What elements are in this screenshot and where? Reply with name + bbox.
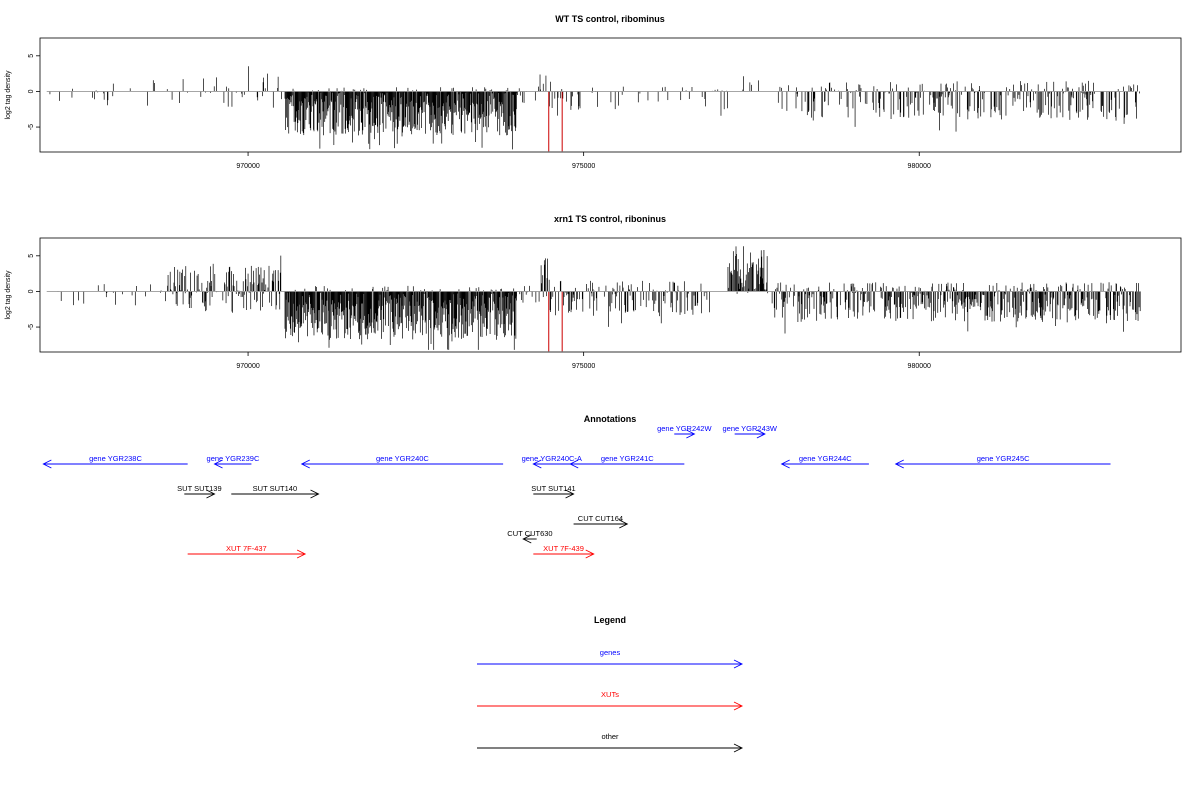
x-tick-label: 975000 [572,163,595,170]
feature-label: CUT CUT630 [507,529,552,538]
arrowhead [213,459,223,469]
arrowhead [42,459,52,469]
legend-label: genes [600,648,621,657]
annotation-feature: gene YGR244C [780,454,869,469]
arrowhead [585,549,595,559]
feature-label: gene YGR242W [657,424,712,433]
panel-xrn1-axes: -5 0 5 970000 975000 980000 [28,254,1135,370]
panel-wt-ylabel: log2 tag density [5,70,12,120]
annotation-feature: SUT SUT141 [531,484,576,499]
x-tick-label: 980000 [908,363,931,370]
legend-label: XUTs [601,690,619,699]
annotation-feature: gene YGR240C [300,454,504,469]
y-tick-label: 5 [28,254,35,258]
arrowhead [206,489,216,499]
arrowhead [569,459,579,469]
y-tick-label: -5 [28,324,35,330]
feature-label: SUT SUT140 [253,484,297,493]
legend-item: XUTs [477,690,744,711]
panel-wt-axes: -5 0 5 970000 975000 980000 [28,54,1135,170]
annotation-feature: gene YGR238C [42,454,188,469]
legend-item: genes [477,648,744,669]
legend-arrowhead [733,701,744,711]
feature-label: SUT SUT141 [531,484,575,493]
legend: Legend genes XUTs other [477,615,744,753]
y-tick-label: 0 [28,289,35,293]
feature-label: CUT CUT164 [578,514,623,523]
feature-label: XUT 7F-437 [226,544,267,553]
panel-xrn1-title: xrn1 TS control, riboninus [554,214,666,224]
legend-item: other [477,732,744,753]
arrowhead [296,549,307,559]
panel-xrn1-frame [39,237,1182,353]
arrowhead [522,534,532,544]
feature-label: XUT 7F-439 [543,544,584,553]
annotation-feature: gene YGR242W [657,424,712,439]
feature-label: gene YGR240C-A [522,454,582,463]
arrowhead [310,489,320,499]
annotation-feature: gene YGR241C [569,454,685,469]
feature-label: gene YGR244C [799,454,852,463]
panel-wt-title: WT TS control, ribominus [555,14,665,24]
y-tick-label: 5 [28,54,35,58]
annotations-title: Annotations [584,414,637,424]
annotation-feature: CUT CUT164 [573,514,629,529]
arrowhead [894,459,904,469]
feature-label: gene YGR240C [376,454,429,463]
x-tick-label: 975000 [572,363,595,370]
legend-items: genes XUTs other [477,648,744,753]
x-tick-label: 980000 [908,163,931,170]
panel-wt: WT TS control, ribominus log2 tag densit… [5,14,1182,170]
annotation-feature: gene YGR243W [723,424,778,439]
annotation-feature: XUT 7F-437 [187,544,307,559]
annotation-feature: gene YGR245C [894,454,1111,469]
feature-label: gene YGR239C [207,454,260,463]
arrowhead [619,519,629,529]
feature-label: gene YGR238C [89,454,142,463]
y-tick-label: 0 [28,89,35,93]
annotation-feature: XUT 7F-439 [533,544,595,559]
arrowhead [565,489,575,499]
feature-label: gene YGR243W [723,424,778,433]
arrowhead [686,429,696,439]
arrowhead [780,459,790,469]
panel-wt-bars [49,66,1141,152]
legend-title: Legend [594,615,626,625]
arrowhead [300,459,310,469]
arrowhead [756,429,766,439]
annotation-feature: gene YGR240C-A [522,454,582,469]
annotation-feature: gene YGR239C [207,454,260,469]
feature-label: gene YGR245C [977,454,1030,463]
panel-wt-frame [39,37,1182,153]
annotation-features: gene YGR238C gene YGR239C gene YGR240C gene… [42,424,1111,559]
panel-xrn1-bars [57,246,1141,352]
legend-label: other [601,732,619,741]
feature-label: gene YGR241C [601,454,654,463]
x-tick-label: 970000 [236,363,259,370]
legend-arrowhead [733,743,744,753]
annotations: Annotations gene YGR238C gene YGR239C gene… [42,414,1111,559]
annotation-feature: SUT SUT139 [177,484,222,499]
legend-arrowhead [733,659,744,669]
feature-label: SUT SUT139 [177,484,221,493]
annotation-feature: CUT CUT630 [507,529,553,544]
annotation-feature: SUT SUT140 [231,484,320,499]
x-tick-label: 970000 [236,163,259,170]
arrowhead [532,459,542,469]
panel-xrn1-ylabel: log2 tag density [5,270,12,320]
panel-xrn1: xrn1 TS control, riboninus log2 tag dens… [5,214,1182,370]
y-tick-label: -5 [28,124,35,130]
